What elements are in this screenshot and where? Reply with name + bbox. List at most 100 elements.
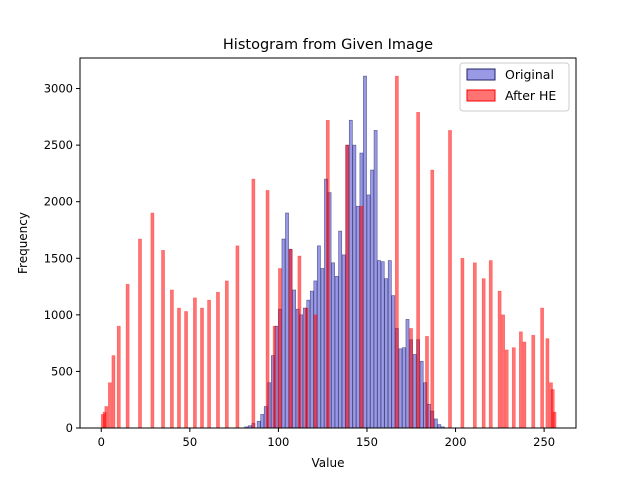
bar-original bbox=[363, 75, 367, 429]
bar-after-he bbox=[272, 325, 277, 429]
bar-after-he bbox=[304, 307, 309, 429]
bar-original bbox=[285, 212, 289, 429]
bar-after-he bbox=[265, 190, 270, 429]
bar-original bbox=[260, 414, 265, 429]
bar-after-he bbox=[200, 307, 204, 429]
bar-after-he bbox=[288, 248, 293, 429]
bar-after-he bbox=[511, 347, 516, 429]
bar-after-he bbox=[224, 280, 229, 429]
bar-after-he bbox=[540, 307, 544, 429]
bar-after-he bbox=[161, 250, 165, 429]
bar-original bbox=[292, 289, 296, 429]
bar-original bbox=[309, 290, 314, 429]
y-tick-label: 1500 bbox=[44, 251, 73, 265]
x-tick-label: 150 bbox=[356, 435, 378, 449]
bar-after-he bbox=[125, 283, 130, 429]
y-axis-label: Frequency bbox=[16, 212, 30, 274]
x-tick-label: 250 bbox=[533, 435, 555, 449]
bar-original bbox=[384, 278, 389, 429]
bar-original bbox=[338, 230, 343, 429]
series-after-he-bars bbox=[100, 75, 557, 429]
bar-after-he bbox=[177, 307, 181, 429]
bar-after-he bbox=[430, 169, 435, 429]
bar-after-he bbox=[207, 299, 211, 429]
bar-original bbox=[387, 260, 392, 429]
bar-after-he bbox=[297, 255, 302, 429]
bar-original bbox=[412, 354, 417, 429]
bar-after-he bbox=[472, 262, 477, 429]
legend-label-after-he: After HE bbox=[505, 88, 556, 103]
y-axis-ticks: 0 500 1000 1500 2000 2500 3000 bbox=[44, 82, 80, 435]
bar-after-he bbox=[193, 297, 197, 429]
bar-after-he bbox=[216, 291, 220, 429]
bar-after-he bbox=[409, 328, 413, 429]
chart-title: Histogram from Given Image bbox=[223, 37, 433, 53]
bar-original bbox=[419, 360, 424, 429]
bar-after-he bbox=[460, 257, 465, 429]
legend-swatch-original bbox=[466, 68, 496, 81]
bar-after-he bbox=[545, 338, 550, 429]
x-tick-label: 100 bbox=[267, 435, 289, 449]
bar-original bbox=[320, 268, 325, 429]
bar-after-he bbox=[235, 245, 240, 429]
bar-original bbox=[348, 119, 353, 429]
bar-after-he bbox=[116, 325, 121, 429]
bar-after-he bbox=[104, 406, 109, 429]
x-tick-label: 50 bbox=[183, 435, 198, 449]
bar-after-he bbox=[108, 382, 112, 429]
bar-after-he bbox=[150, 212, 155, 429]
bar-after-he bbox=[504, 349, 509, 429]
bar-original bbox=[334, 276, 339, 429]
bar-original bbox=[373, 130, 378, 429]
bar-after-he bbox=[251, 178, 256, 429]
bar-after-he bbox=[501, 314, 506, 429]
bar-original bbox=[281, 238, 286, 429]
bar-after-he bbox=[325, 119, 330, 429]
bar-after-he bbox=[481, 278, 486, 429]
plot-frame bbox=[79, 57, 577, 429]
bar-after-he bbox=[519, 331, 523, 429]
bar-after-he bbox=[531, 334, 536, 429]
bar-original bbox=[370, 169, 374, 429]
bar-after-he bbox=[184, 311, 188, 429]
bar-original bbox=[366, 194, 371, 429]
y-tick-label: 1000 bbox=[44, 308, 73, 322]
bar-after-he bbox=[359, 205, 364, 429]
bar-after-he bbox=[313, 314, 318, 429]
bar-original bbox=[331, 262, 335, 429]
bar-after-he bbox=[448, 130, 452, 429]
bar-after-he bbox=[552, 411, 557, 429]
y-tick-label: 2500 bbox=[44, 138, 73, 152]
bar-after-he bbox=[522, 341, 527, 429]
legend: Original After HE bbox=[459, 62, 570, 112]
x-axis-ticks: 0 50 100 150 200 250 bbox=[98, 428, 555, 449]
bar-original bbox=[437, 424, 442, 429]
legend-swatch-after-he bbox=[466, 89, 496, 102]
bar-original bbox=[352, 144, 357, 429]
bar-after-he bbox=[497, 290, 502, 429]
x-axis-label: Value bbox=[312, 456, 345, 470]
bar-original bbox=[356, 205, 360, 429]
bar-original bbox=[391, 295, 396, 429]
bar-after-he bbox=[278, 268, 282, 429]
bar-after-he bbox=[488, 260, 493, 429]
y-tick-label: 2000 bbox=[44, 195, 73, 209]
x-tick-label: 200 bbox=[445, 435, 467, 449]
bar-original bbox=[256, 420, 261, 429]
bar-after-he bbox=[138, 238, 142, 429]
x-tick-label: 0 bbox=[98, 435, 105, 449]
bar-after-he bbox=[111, 355, 116, 429]
bar-after-he bbox=[345, 144, 350, 429]
bar-original bbox=[433, 418, 438, 429]
legend-label-original: Original bbox=[505, 67, 554, 82]
bar-after-he bbox=[170, 289, 174, 429]
bar-original bbox=[317, 245, 321, 429]
bar-original bbox=[402, 347, 406, 429]
y-tick-label: 3000 bbox=[44, 82, 73, 96]
bar-original bbox=[405, 319, 410, 429]
bar-original bbox=[398, 348, 403, 429]
y-tick-label: 0 bbox=[66, 421, 73, 435]
y-tick-label: 500 bbox=[51, 364, 73, 378]
bar-after-he bbox=[416, 112, 420, 429]
